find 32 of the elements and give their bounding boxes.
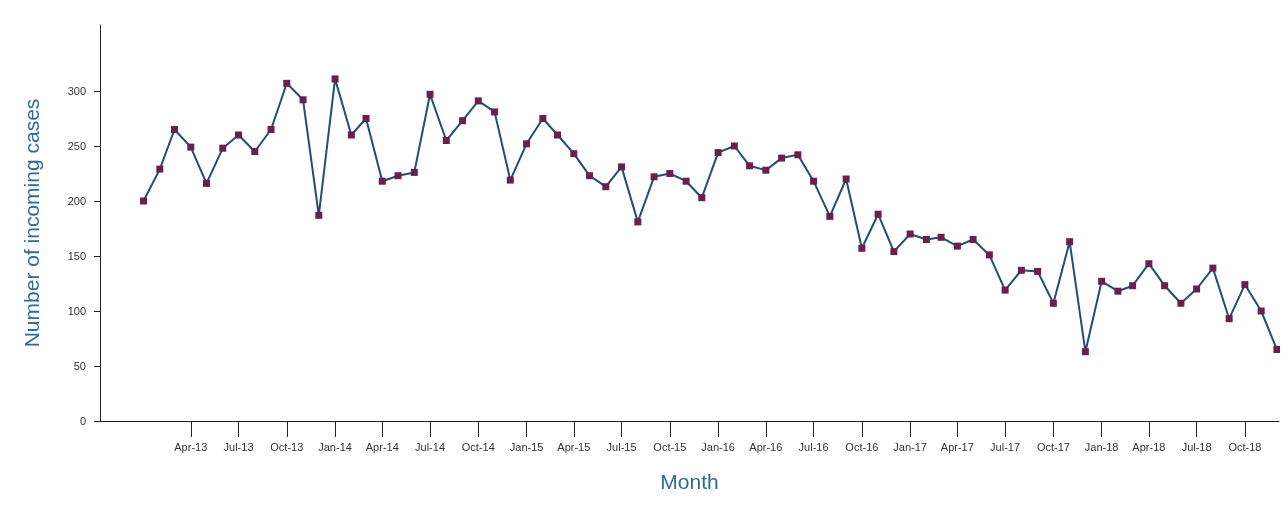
x-tick-label: Oct-13 (270, 440, 304, 453)
x-tick-label: Apr-14 (365, 440, 399, 453)
y-tick-label: 150 (67, 250, 86, 262)
x-tick-label: Oct-18 (1228, 440, 1262, 453)
y-tick-label: 50 (73, 360, 86, 372)
x-tick-label: Apr-17 (940, 440, 974, 453)
x-tick-label: Jul-13 (223, 440, 254, 453)
y-axis-title: Number of incoming cases (20, 98, 43, 348)
x-axis-title: Month (660, 470, 719, 493)
y-tick-label: 300 (67, 85, 86, 97)
x-tick-label: Oct-16 (845, 440, 879, 453)
y-tick-label: 100 (67, 305, 86, 317)
y-tick-label: 0 (79, 415, 86, 427)
x-tick-label: Jul-17 (990, 440, 1021, 453)
x-tick-label: Apr-18 (1132, 440, 1166, 453)
x-tick-label: Oct-17 (1036, 440, 1070, 453)
x-tick-label: Oct-15 (653, 440, 687, 453)
x-tick-label: Jul-15 (606, 440, 637, 453)
x-tick-label: Apr-16 (749, 440, 783, 453)
x-tick-label: Apr-13 (174, 440, 208, 453)
x-tick-label: Jan-15 (509, 440, 544, 453)
x-tick-label: Jul-16 (798, 440, 829, 453)
x-tick-label: Jan-14 (318, 440, 352, 453)
x-tick-label: Oct-14 (461, 440, 495, 453)
x-tick-label: Jul-14 (415, 440, 446, 453)
x-tick-label: Jan-17 (893, 440, 927, 453)
x-tick-label: Jan-18 (1084, 440, 1119, 453)
y-tick-label: 200 (67, 195, 86, 207)
x-tick-label: Jan-16 (701, 440, 735, 453)
x-tick-label: Apr-15 (557, 440, 591, 453)
x-tick-label: Jul-18 (1181, 440, 1212, 453)
y-tick-label: 250 (67, 140, 86, 152)
